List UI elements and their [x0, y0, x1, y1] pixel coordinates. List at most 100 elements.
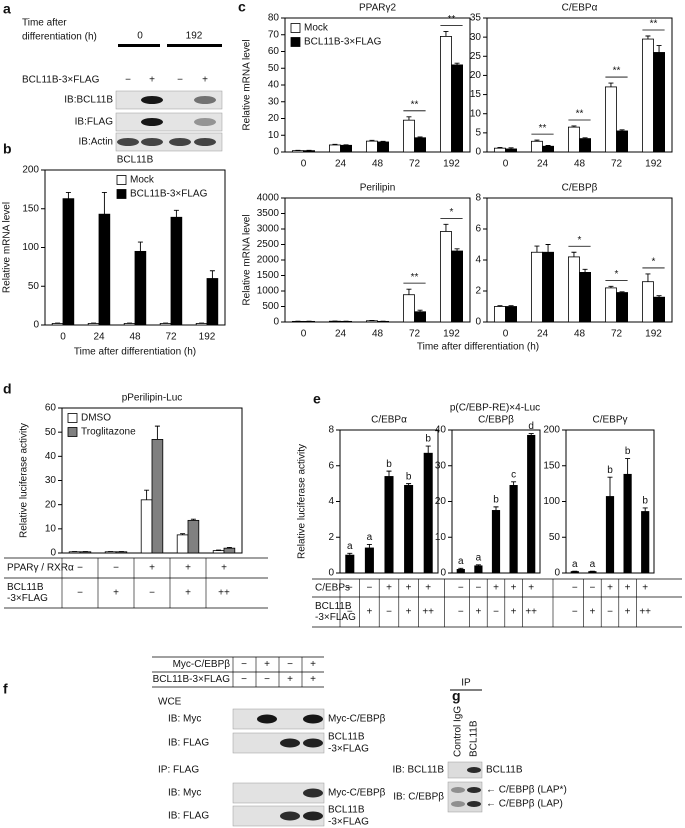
- row-label: PPARγ / RXRα: [7, 563, 74, 574]
- bar: [579, 271, 592, 323]
- panel-title: p(C/EBP-RE)×4-Luc: [450, 403, 540, 414]
- x-axis-label: Time after differentiation (h): [417, 342, 539, 353]
- error-bar: [454, 248, 460, 252]
- blot: [232, 708, 325, 730]
- y-tick-label: 0: [50, 548, 56, 559]
- lane-label: BCL11B: [469, 720, 480, 757]
- legend-label: Mock: [304, 23, 329, 34]
- bar: [365, 320, 378, 323]
- legend-label: BCL11B-3×FLAG: [304, 37, 382, 48]
- error-bar: [65, 192, 71, 199]
- sign: −: [77, 588, 83, 599]
- blot-label: IB: FLAG: [168, 811, 209, 822]
- x-tick-label: 48: [574, 329, 586, 340]
- timepoint: 0: [137, 31, 143, 42]
- band-label: Myc-C/EBPβ: [328, 714, 386, 725]
- band-label: Myc-C/EBPβ: [328, 788, 386, 799]
- group-letter: b: [425, 434, 431, 445]
- bar: [195, 323, 208, 326]
- row-label: Myc-C/EBPβ: [173, 659, 231, 670]
- sign: −: [241, 674, 247, 685]
- error-bar: [443, 223, 449, 232]
- panel-label: g: [452, 688, 461, 704]
- error-bar: [582, 137, 588, 139]
- y-tick-label: 0: [33, 320, 39, 331]
- error-bar: [173, 209, 179, 218]
- bar: [340, 144, 353, 153]
- group-letter: b: [386, 459, 392, 470]
- chart-title: BCL11B: [117, 155, 154, 166]
- group-letter: b: [607, 465, 613, 476]
- bar: [212, 550, 225, 554]
- sign: −: [366, 583, 372, 594]
- y-tick-label: 200: [22, 165, 39, 176]
- significance: **: [539, 123, 547, 134]
- error-bar: [386, 470, 392, 477]
- chart-title: pPerilipin-Luc: [122, 393, 183, 404]
- x-tick-label: 72: [611, 329, 623, 340]
- sign: −: [241, 659, 247, 670]
- sign: −: [347, 583, 353, 594]
- legend-swatch: [116, 175, 127, 185]
- sign: −: [458, 607, 464, 618]
- sign: ++: [639, 607, 651, 618]
- legend-label: BCL11B-3×FLAG: [130, 189, 208, 200]
- y-tick-label: 10: [45, 523, 57, 534]
- bar: [542, 145, 555, 153]
- sign: +: [493, 583, 499, 594]
- band-label: ← C/EBPβ (LAP*): [486, 785, 567, 796]
- bar: [456, 569, 465, 574]
- blot-label: IB: Myc: [168, 788, 201, 799]
- error-bar: [528, 433, 534, 436]
- bar: [87, 323, 100, 326]
- bar: [414, 137, 427, 153]
- blot-band: [194, 96, 216, 104]
- error-bar: [347, 552, 353, 556]
- sign: −: [493, 607, 499, 618]
- row-label: BCL11B: [315, 601, 352, 612]
- chart-title: C/EBPα: [562, 3, 598, 14]
- legend-label: DMSO: [81, 413, 111, 424]
- bar: [176, 534, 189, 554]
- error-bar: [190, 518, 196, 521]
- bar: [206, 278, 219, 326]
- bar: [570, 571, 579, 574]
- x-tick-label: 0: [301, 329, 307, 340]
- band-label: BCL11B: [486, 765, 523, 776]
- blot-label: IB:Actin: [79, 137, 113, 148]
- header: differentiation (h): [22, 32, 97, 43]
- y-tick-label: 100: [22, 242, 39, 253]
- sign: +: [528, 583, 534, 594]
- bar: [151, 439, 164, 554]
- bar: [414, 311, 427, 323]
- row-label: BCL11B-3×FLAG: [153, 674, 231, 685]
- y-tick-label: 100: [543, 496, 560, 507]
- x-axis-label: Time after differentiation (h): [74, 347, 196, 358]
- panel-label: b: [3, 141, 12, 157]
- panel-label: f: [3, 681, 8, 697]
- legend-swatch: [116, 189, 127, 199]
- bar: [423, 452, 433, 574]
- error-bar: [545, 244, 551, 253]
- x-tick-label: 72: [409, 159, 421, 170]
- error-bar: [625, 458, 631, 475]
- error-bar: [366, 543, 372, 548]
- y-axis-label: Relative mRNA level: [2, 202, 13, 293]
- sign: +: [264, 659, 270, 670]
- significance: *: [615, 269, 619, 280]
- y-tick-label: 0: [554, 568, 560, 579]
- significance: **: [411, 272, 419, 283]
- y-tick-label: 2500: [257, 239, 280, 250]
- bar: [451, 250, 464, 323]
- chart-title: C/EBPβ: [562, 183, 598, 194]
- y-tick-label: 30: [435, 460, 447, 471]
- bar: [364, 547, 374, 574]
- y-tick-label: 3000: [257, 224, 280, 235]
- time-bar: [118, 44, 160, 47]
- bar: [505, 148, 518, 153]
- sign: +: [185, 588, 191, 599]
- sign: −: [572, 607, 578, 618]
- x-tick-label: 192: [443, 159, 460, 170]
- bar: [527, 434, 536, 574]
- blot-label: IB: C/EBPβ: [393, 792, 444, 803]
